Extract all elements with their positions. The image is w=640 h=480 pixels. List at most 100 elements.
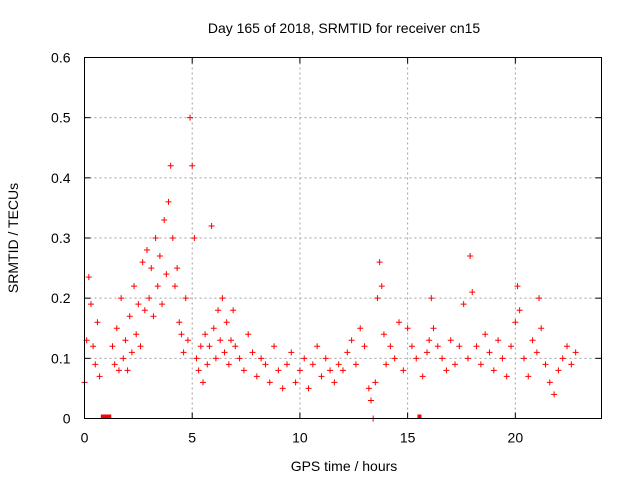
x-tick-label: 5 [188, 430, 196, 446]
data-point [111, 361, 118, 368]
data-point [262, 361, 269, 368]
data-point [245, 331, 252, 338]
data-point [536, 295, 543, 302]
data-point [275, 367, 282, 374]
data-point [314, 343, 321, 350]
x-tick-label: 10 [292, 430, 308, 446]
data-point [230, 307, 237, 314]
data-point [266, 379, 273, 386]
data-point [165, 198, 172, 205]
data-point [120, 355, 127, 362]
data-point [128, 349, 135, 356]
data-point [283, 361, 290, 368]
data-point [152, 235, 159, 241]
data-point [555, 367, 562, 374]
data-point [182, 295, 189, 302]
x-tick-label: 15 [400, 430, 416, 446]
data-point [551, 391, 558, 398]
data-point [546, 379, 553, 386]
data-point [374, 295, 381, 302]
data-point [148, 265, 155, 272]
data-point [512, 319, 519, 326]
data-point [372, 379, 379, 386]
data-point [309, 361, 316, 368]
data-point [131, 283, 138, 290]
data-point [279, 385, 286, 392]
data-point [219, 295, 226, 302]
data-point [424, 349, 431, 356]
data-point [344, 349, 351, 356]
data-point [217, 337, 224, 344]
data-gap-marker [102, 414, 107, 419]
data-point [202, 331, 209, 338]
data-point [206, 343, 213, 350]
data-point [90, 343, 97, 350]
x-tick-label: 0 [81, 430, 89, 446]
data-points [81, 114, 579, 422]
data-point [258, 355, 265, 362]
data-point [452, 361, 459, 368]
chart-title: Day 165 of 2018, SRMTID for receiver cn1… [208, 20, 481, 36]
data-gap-marker [100, 414, 105, 419]
data-point [514, 283, 521, 290]
data-point [361, 343, 368, 350]
data-point [137, 343, 144, 350]
data-point [122, 337, 129, 344]
data-point [115, 367, 122, 374]
data-point [139, 259, 146, 266]
data-point [292, 379, 299, 386]
y-axis-ticks: 0 0.1 0.2 0.3 0.4 0.5 0.6 [51, 50, 602, 427]
data-point [529, 337, 536, 344]
data-point [126, 313, 133, 320]
data-point [495, 337, 502, 344]
data-point [365, 385, 372, 392]
data-point [187, 114, 194, 121]
data-point [191, 235, 198, 241]
data-point [327, 367, 334, 374]
data-point [195, 367, 202, 374]
data-point [520, 355, 527, 362]
data-point [253, 373, 260, 380]
data-point [223, 319, 230, 326]
data-point [559, 355, 566, 362]
data-point [197, 343, 204, 350]
data-point [572, 349, 579, 356]
data-point [525, 373, 532, 380]
data-point [154, 283, 161, 290]
data-point [380, 331, 387, 338]
data-point [499, 355, 506, 362]
data-point [400, 367, 407, 374]
data-point [159, 301, 166, 308]
x-tick-label: 20 [508, 430, 524, 446]
data-point [143, 247, 150, 254]
data-point [318, 373, 325, 380]
data-point [225, 361, 232, 368]
data-point [352, 361, 359, 368]
data-point [221, 349, 228, 356]
y-tick-label: 0.3 [51, 230, 71, 246]
y-axis-label: SRMTID / TECUs [5, 183, 21, 293]
data-point [240, 367, 247, 374]
data-point [568, 361, 575, 368]
data-point [133, 331, 140, 338]
data-point [161, 216, 168, 223]
data-point [210, 325, 217, 332]
data-point [135, 301, 142, 308]
data-point [490, 367, 497, 374]
data-point [178, 331, 185, 338]
data-point [124, 367, 131, 374]
data-point [189, 162, 196, 169]
data-gap-marker [107, 414, 112, 419]
data-point [419, 373, 426, 380]
data-point [434, 343, 441, 350]
y-tick-label: 0 [63, 411, 71, 427]
data-point [439, 355, 446, 362]
data-point [503, 373, 510, 380]
data-point [208, 222, 215, 229]
data-point [368, 397, 375, 404]
data-point [169, 235, 176, 241]
data-point [156, 253, 163, 260]
y-tick-label: 0.2 [51, 290, 71, 306]
data-point [516, 307, 523, 314]
